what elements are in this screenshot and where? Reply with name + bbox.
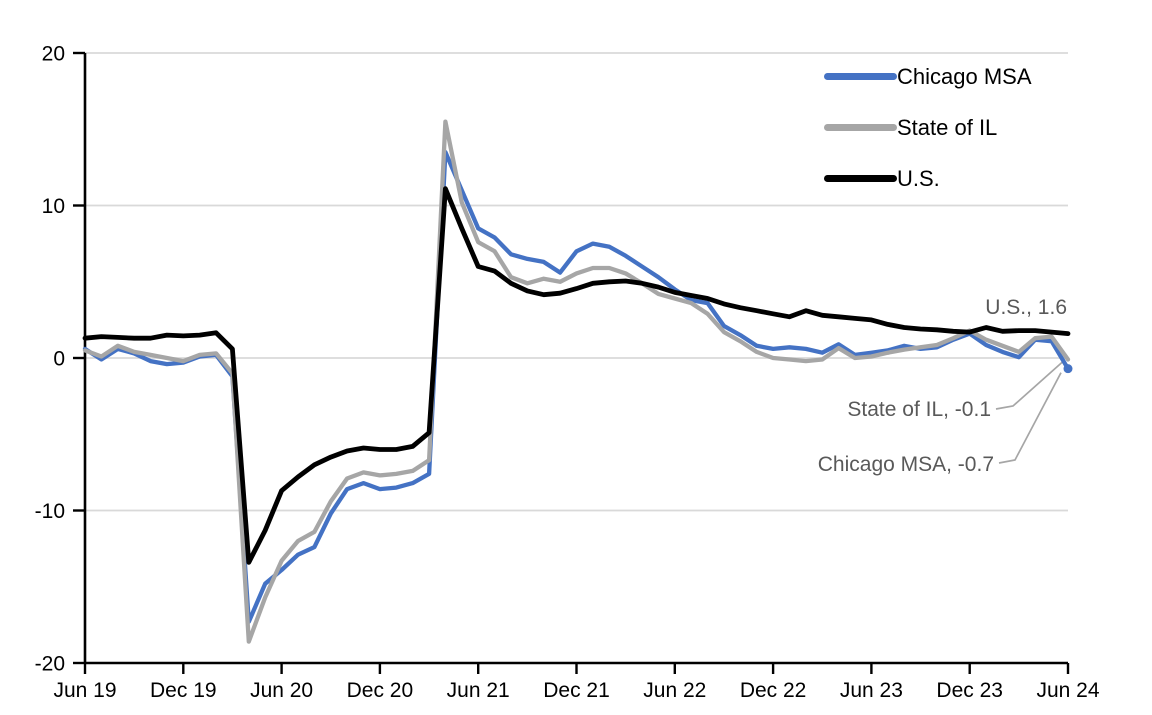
x-tick-label: Dec 21 (543, 679, 610, 702)
x-tick-label: Dec 20 (347, 679, 414, 702)
y-tick-label: 10 (42, 195, 65, 218)
series-line-u-s- (82, 186, 1071, 565)
x-tick-label: Dec 23 (936, 679, 1003, 702)
legend: Chicago MSA State of IL U.S. (824, 51, 1032, 204)
y-tick-label: 0 (53, 348, 65, 371)
x-tick-label: Jun 19 (53, 679, 116, 702)
legend-item-state-of-il: State of IL (824, 102, 1032, 153)
legend-item-us: U.S. (824, 153, 1032, 204)
end-label-chicago-msa: Chicago MSA, -0.7 (817, 453, 994, 476)
x-tick-label: Jun 22 (643, 679, 706, 702)
legend-item-chicago-msa: Chicago MSA (824, 51, 1032, 102)
legend-label-state-of-il: State of IL (897, 114, 998, 140)
legend-swatch-chicago-msa (824, 73, 897, 80)
y-tick-label: -10 (35, 500, 65, 523)
x-tick-label: Dec 22 (740, 679, 807, 702)
legend-swatch-state-of-il (824, 124, 897, 131)
legend-label-us: U.S. (897, 165, 940, 191)
x-tick-label: Jun 21 (447, 679, 510, 702)
leader-line-chicago-msa (998, 372, 1062, 464)
legend-swatch-us (824, 175, 897, 182)
end-marker-chicago-msa (1063, 364, 1073, 374)
x-tick-label: Jun 23 (840, 679, 903, 702)
y-tick-label: 20 (42, 43, 65, 66)
leader-line-state-of-il (995, 360, 1064, 410)
x-tick-label: Jun 24 (1036, 679, 1099, 702)
x-tick-label: Dec 19 (150, 679, 217, 702)
series-line-state-of-il (82, 119, 1071, 644)
legend-label-chicago-msa: Chicago MSA (897, 63, 1032, 89)
y-tick-label: -20 (35, 653, 65, 676)
end-label-us: U.S., 1.6 (985, 296, 1067, 319)
x-tick-label: Jun 20 (250, 679, 313, 702)
end-label-state-of-il: State of IL, -0.1 (847, 398, 991, 421)
